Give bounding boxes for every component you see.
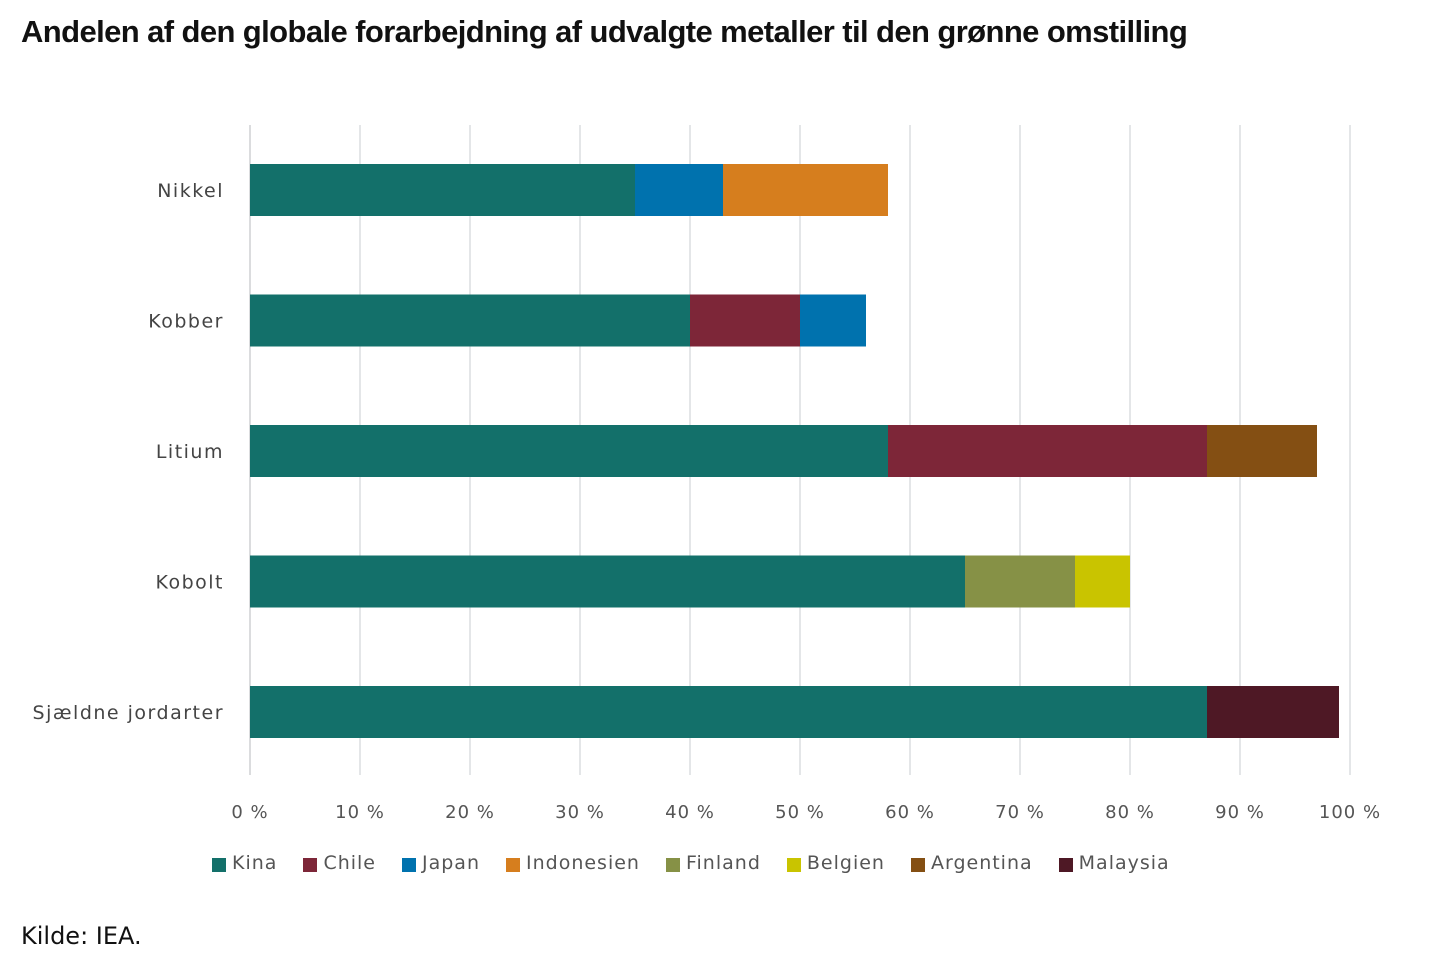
category-label: Litium [156, 441, 224, 463]
legend-label: Argentina [930, 852, 1033, 874]
legend-label: Malaysia [1078, 852, 1170, 874]
legend-swatch [786, 858, 801, 872]
x-tick-label: 10 % [335, 802, 385, 823]
legend-item: Finland [665, 852, 761, 874]
bar-segment-kina [250, 294, 690, 347]
x-tick-labels: 0 % 10 % 20 % 30 % 40 % 50 % 60 % 70 % 80 % 90 % 1… [231, 802, 1381, 823]
legend-swatch [212, 858, 226, 872]
legend: Kina Chile Japan Indonesien Finland Belgien Ar… [212, 852, 1196, 874]
legend-swatch [910, 858, 925, 872]
legend-swatch [1058, 858, 1073, 872]
legend-swatch [402, 858, 416, 872]
bar-segment-belgien [1075, 555, 1130, 608]
bar-segment-indonesien [723, 164, 888, 216]
legend-label: Belgien [806, 852, 885, 874]
legend-item: Kina [212, 852, 277, 874]
bar-segment-japan [800, 294, 866, 347]
legend-item: Malaysia [1058, 852, 1170, 874]
x-tick-label: 80 % [1105, 802, 1155, 823]
x-tick-label: 50 % [775, 802, 825, 823]
x-tick-label: 30 % [555, 802, 605, 823]
legend-label: Kina [232, 852, 278, 874]
legend-item: Argentina [910, 852, 1033, 874]
category-label: Sjældne jordarter [33, 702, 224, 724]
bar-segment-kina [250, 164, 635, 216]
x-tick-label: 20 % [445, 802, 495, 823]
bar-segment-finland [965, 555, 1075, 608]
legend-swatch [303, 858, 318, 872]
bar-segment-chile [690, 294, 800, 347]
bar-segment-chile [888, 425, 1207, 477]
bar-segment-kina [250, 425, 888, 477]
x-tick-label: 40 % [665, 802, 715, 823]
category-labels: Nikkel Kobber Litium Kobolt Sjældne jordarte… [33, 180, 224, 724]
legend-item: Chile [303, 852, 376, 874]
legend-label: Chile [323, 852, 376, 874]
legend-item: Japan [402, 852, 480, 874]
legend-label: Finland [685, 852, 761, 874]
bars [250, 164, 1339, 738]
x-tick-label: 0 % [231, 802, 268, 823]
x-tick-label: 60 % [885, 802, 935, 823]
bar-segment-argentina [1207, 425, 1317, 477]
source-note: Kilde: IEA. [21, 922, 142, 950]
bar-segment-kina [250, 555, 965, 608]
bar-segment-kina [250, 686, 1207, 738]
legend-label: Indonesien [526, 852, 640, 874]
category-label: Kobolt [155, 572, 224, 594]
bar-segment-malaysia [1207, 686, 1339, 738]
legend-item: Indonesien [506, 852, 640, 874]
category-label: Nikkel [157, 180, 224, 202]
legend-swatch [506, 858, 520, 872]
legend-swatch [665, 858, 680, 872]
category-label: Kobber [148, 311, 224, 333]
chart-title: Andelen af den globale forarbejdning af … [21, 14, 1188, 49]
bar-segment-japan [635, 164, 723, 216]
legend-item: Belgien [786, 852, 885, 874]
x-tick-label: 70 % [995, 802, 1045, 823]
legend-label: Japan [422, 852, 480, 874]
x-tick-label: 90 % [1215, 802, 1265, 823]
x-tick-label: 100 % [1319, 802, 1381, 823]
